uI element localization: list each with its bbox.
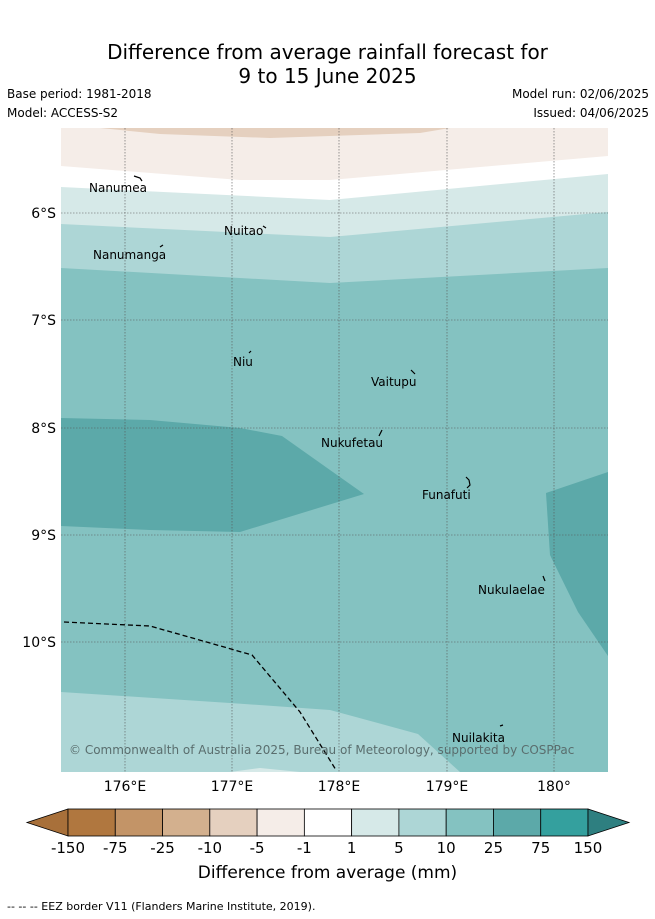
vaitupu-shape [410,369,416,375]
funafuti-shape [465,476,471,489]
colorbar-tick-label: -10 [198,839,223,857]
lat-tick-label: 8°S [31,421,56,437]
colorbar-segment [351,808,400,837]
colorbar-tick-label: 5 [394,839,404,857]
island-labels: Nanumea Nuitao Nanumanga Niu Vaitupu Nuk… [89,181,545,745]
colorbar-segment [256,808,305,837]
colorbar-tick-label: -1 [297,839,312,857]
island-label: Nuilakita [452,731,505,745]
colorbar [25,808,631,837]
island-label: Vaitupu [371,375,417,389]
island-label: Nanumea [89,181,147,195]
colorbar-tick-label: 10 [437,839,456,857]
title-line-1: Difference from average rainfall forecas… [107,40,548,64]
eez-border [63,621,337,771]
colorbar-segment [114,808,163,837]
contour-neg10-neg5 [100,128,450,138]
nanumea-shape [133,175,143,182]
colorbar-tick-label: 150 [574,839,603,857]
colorbar-tick-label: -5 [250,839,265,857]
contour-5-10-bottom [61,692,460,772]
colorbar-segment [67,808,116,837]
lon-tick-label: 179°E [426,779,469,795]
colorbar-tick-label: -75 [103,839,128,857]
eez-footnote: -- -- -- EEZ border V11 (Flanders Marine… [7,900,316,913]
colorbar-tick-label: 1 [347,839,357,857]
model-name: Model: ACCESS-S2 [7,106,119,120]
colorbar-labels: -150 -75 -25 -10 -5 -1 1 5 10 25 75 150 [51,839,602,857]
colorbar-segment [493,808,542,837]
colorbar-title: Difference from average (mm) [197,863,458,883]
island-label: Nukulaelae [478,583,545,597]
model-run: Model run: 02/06/2025 [511,87,649,101]
lat-tick-label: 9°S [31,528,56,544]
island-shapes [133,175,546,727]
lon-tick-label: 177°E [211,779,254,795]
lat-tick-label: 7°S [31,313,56,329]
nanumanga-shape [159,244,164,248]
contour-1-5-bottom [230,768,300,772]
contour-25-75-east [546,472,608,656]
copyright-notice: © Commonwealth of Australia 2025, Bureau… [69,743,574,757]
nuilakita-shape [499,724,504,727]
longitude-labels: 176°E 177°E 178°E 179°E 180° [104,779,571,795]
colorbar-segment [398,808,447,837]
lon-tick-label: 180° [537,779,571,795]
colorbar-segment [303,808,353,837]
island-label: Niu [233,355,253,369]
colorbar-segment [209,808,258,837]
island-label: Nanumanga [93,248,166,262]
colorbar-tick-label: -25 [150,839,175,857]
base-period: Base period: 1981-2018 [7,87,152,101]
latitude-labels: 6°S 7°S 8°S 9°S 10°S [22,206,56,651]
colorbar-segment [540,808,589,837]
colorbar-arrow-low [25,808,69,837]
colorbar-tick-label: 75 [531,839,550,857]
colorbar-arrow-high [587,808,631,837]
colorbar-tick-label: -150 [51,839,85,857]
island-label: Funafuti [422,488,471,502]
colorbar-segment [162,808,211,837]
graticule [61,128,608,772]
island-label: Nukufetau [321,436,383,450]
nukulaelae-shape [542,575,546,582]
island-label: Nuitao [224,224,263,238]
niu-shape [248,350,252,354]
issued-date: Issued: 04/06/2025 [533,106,649,120]
nukufetau-shape [378,429,383,437]
lon-tick-label: 176°E [104,779,147,795]
lon-tick-label: 178°E [318,779,361,795]
contour-25-75-west [61,418,364,532]
contour-neg5-neg1 [61,128,608,180]
rainfall-contours [61,128,608,772]
map-title: Difference from average rainfall forecas… [0,40,655,88]
title-line-2: 9 to 15 June 2025 [238,64,417,88]
colorbar-tick-label: 25 [484,839,503,857]
lat-tick-label: 10°S [22,635,56,651]
nuitao-shape [262,225,267,229]
colorbar-segment [445,808,494,837]
lat-tick-label: 6°S [31,206,56,222]
